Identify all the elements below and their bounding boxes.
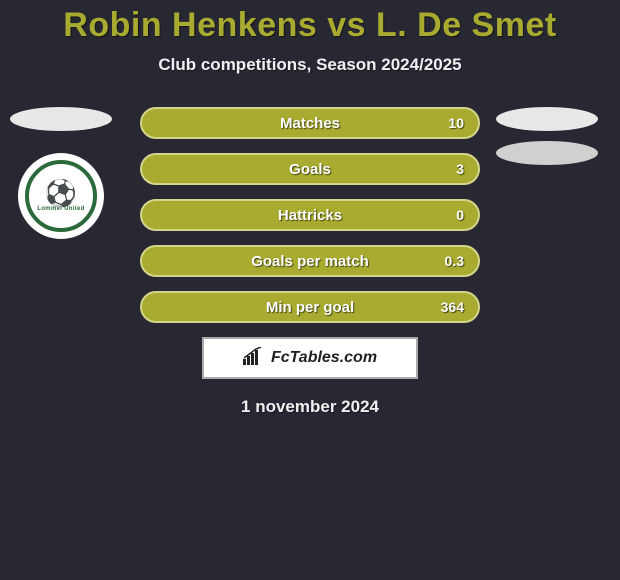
subtitle: Club competitions, Season 2024/2025 <box>0 55 620 75</box>
crest-ring: ⚽ Lommel United <box>25 160 97 232</box>
soccer-ball-icon: ⚽ <box>45 180 77 206</box>
content-area: ⚽ Lommel United Matches 10 Goals 3 Hattr… <box>0 107 620 323</box>
crest-label: Lommel United <box>37 206 84 212</box>
stat-bar: Min per goal 364 <box>140 291 480 323</box>
stat-value: 364 <box>441 299 464 315</box>
page-title: Robin Henkens vs L. De Smet <box>0 0 620 45</box>
brand-text: FcTables.com <box>271 349 377 367</box>
barchart-icon <box>243 347 265 370</box>
stat-bar: Matches 10 <box>140 107 480 139</box>
date-label: 1 november 2024 <box>0 397 620 417</box>
stat-bar: Goals per match 0.3 <box>140 245 480 277</box>
stat-value: 10 <box>448 115 464 131</box>
stat-label: Goals per match <box>251 253 369 270</box>
stat-value: 0.3 <box>445 253 464 269</box>
player-shadow-ellipse <box>10 107 112 131</box>
player-shadow-ellipse <box>496 141 598 165</box>
club-crest: ⚽ Lommel United <box>18 153 104 239</box>
left-player-column: ⚽ Lommel United <box>6 107 116 239</box>
right-player-column <box>492 107 602 175</box>
player-shadow-ellipse <box>496 107 598 131</box>
stat-bar: Goals 3 <box>140 153 480 185</box>
stat-label: Hattricks <box>278 207 342 224</box>
stat-bars: Matches 10 Goals 3 Hattricks 0 Goals per… <box>140 107 480 323</box>
stat-label: Min per goal <box>266 299 354 316</box>
stat-value: 3 <box>456 161 464 177</box>
stat-bar: Hattricks 0 <box>140 199 480 231</box>
stat-label: Goals <box>289 161 331 178</box>
stat-value: 0 <box>456 207 464 223</box>
stat-label: Matches <box>280 115 340 132</box>
comparison-card: Robin Henkens vs L. De Smet Club competi… <box>0 0 620 580</box>
brand-box[interactable]: FcTables.com <box>202 337 418 379</box>
